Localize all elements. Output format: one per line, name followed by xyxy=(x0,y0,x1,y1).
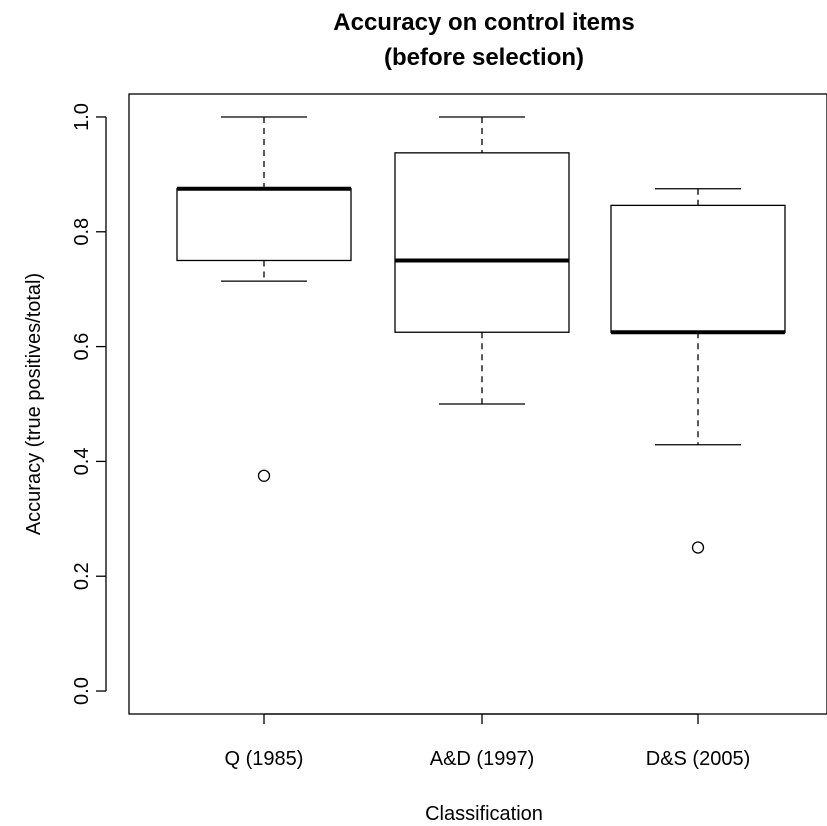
y-tick-label: 0.4 xyxy=(71,448,93,476)
box-2 xyxy=(394,116,570,405)
chart-title: Accuracy on control items xyxy=(333,9,634,36)
x-axis-label: Classification xyxy=(425,803,543,825)
y-axis: 0.0 0.2 0.4 0.6 0.8 1.0 xyxy=(71,103,107,705)
box-body xyxy=(394,152,570,333)
outlier-point xyxy=(257,469,271,482)
box-body xyxy=(176,188,352,262)
boxes-group xyxy=(176,116,786,554)
x-tick-label: Q (1985) xyxy=(225,748,304,770)
y-tick-label: 0.6 xyxy=(71,333,93,361)
x-tick-label: D&S (2005) xyxy=(646,748,751,770)
box-3 xyxy=(610,188,786,554)
y-tick-label: 0.2 xyxy=(71,562,93,590)
chart-subtitle: (before selection) xyxy=(384,44,584,71)
y-tick-label: 1.0 xyxy=(71,103,93,131)
box-1 xyxy=(176,116,352,482)
box-body xyxy=(610,204,786,333)
x-axis: Q (1985) A&D (1997) D&S (2005) xyxy=(225,713,751,770)
y-tick-label: 0.8 xyxy=(71,218,93,246)
y-tick-label: 0.0 xyxy=(71,677,93,705)
y-axis-label: Accuracy (true positives/total) xyxy=(23,273,45,535)
outlier-point xyxy=(691,541,705,554)
x-tick-label: A&D (1997) xyxy=(430,748,535,770)
